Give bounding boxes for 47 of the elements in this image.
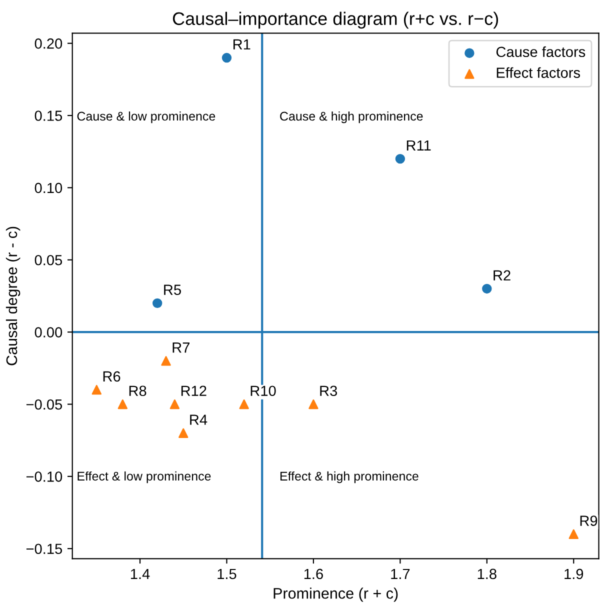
x-tick-label: 1.8 <box>478 568 496 580</box>
annotation: Effect & low prominence <box>78 471 211 484</box>
annotation: R11 <box>406 140 431 150</box>
point <box>178 428 188 438</box>
point <box>92 384 102 395</box>
annotation: R7 <box>172 342 190 353</box>
x-tick-label: 1.5 <box>218 568 236 580</box>
point <box>239 399 249 410</box>
y-tick-label: −0.05 <box>26 399 62 410</box>
point <box>118 399 128 410</box>
point <box>161 356 171 366</box>
point <box>395 154 406 164</box>
annotation: Cause & low prominence <box>77 111 216 124</box>
point <box>568 529 578 540</box>
point <box>170 399 180 410</box>
y-tick-label: −0.10 <box>26 472 62 482</box>
chart-title: Causal–importance diagram (r+c vs. r−c) <box>172 12 498 29</box>
point <box>308 399 318 410</box>
x-tick-label: 1.4 <box>130 568 150 579</box>
y-tick-label: 0.15 <box>34 110 62 121</box>
annotation: Cause & high prominence <box>280 111 423 124</box>
y-tick-label: 0.10 <box>34 182 62 194</box>
annotation: R5 <box>164 284 181 295</box>
annotation: R10 <box>250 386 276 396</box>
annotation: R3 <box>320 386 338 396</box>
point <box>482 284 492 294</box>
annotation: R8 <box>129 386 146 396</box>
x-tick-label: 1.9 <box>564 568 584 580</box>
annotation: R12 <box>181 386 206 396</box>
y-tick-label: 0.05 <box>34 254 62 266</box>
point <box>152 298 162 308</box>
annotation: R2 <box>494 270 510 280</box>
annotation: Effect & high prominence <box>280 471 418 484</box>
y-tick-label: −0.15 <box>26 544 62 554</box>
annotation: R1 <box>233 39 250 50</box>
y-tick-label: 0.00 <box>34 327 62 338</box>
annotation: R9 <box>580 516 598 526</box>
y-axis-title: Causal degree (r - c) <box>6 226 20 366</box>
annotation: R4 <box>190 414 208 425</box>
x-tick-label: 1.7 <box>391 568 410 579</box>
x-tick-label: 1.6 <box>304 568 323 580</box>
legend-label: Cause factors <box>496 46 586 58</box>
legend-label: Effect factors <box>496 67 580 78</box>
y-tick-label: 0.20 <box>34 38 62 49</box>
annotation: R6 <box>103 371 120 382</box>
point <box>222 52 232 63</box>
x-axis-title: Prominence (r + c) <box>274 588 398 602</box>
